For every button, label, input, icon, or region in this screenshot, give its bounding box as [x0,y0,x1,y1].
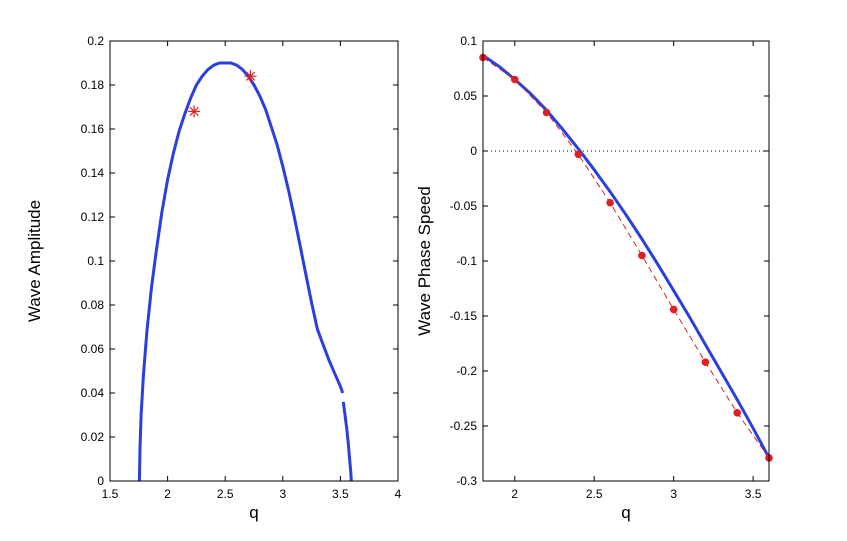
y-tick-label: 0.14 [81,166,105,180]
amplitude-series-layer [137,61,353,482]
x-tick-label: 2.5 [586,487,603,501]
x-tick-label: 1.5 [102,487,119,501]
x-tick-label: 3 [670,487,677,501]
dashed-series-line [482,57,770,459]
phase-speed-y-axis-label: Wave Phase Speed [415,186,434,336]
dot-marker [638,251,646,260]
phase-speed-series-layer [479,53,773,462]
amplitude-x-axis-label: q [249,503,258,522]
y-tick-label: 0.18 [81,78,105,92]
dot-marker [701,358,710,367]
x-tick-label: 2.5 [217,487,234,501]
y-tick-label: -0.3 [456,474,477,488]
star-marker [244,70,257,83]
dot-marker [606,198,614,207]
dot-marker [669,305,678,314]
y-tick-label: 0 [470,144,477,158]
amplitude-ticks-layer: 1.5 2 2.5 3 3.5 4 0 0.02 0.04 0.06 0.08 0.1 0.12 0.14… [81,34,402,501]
amplitude-y-axis-label: Wave Amplitude [25,200,44,322]
y-tick-label: 0.02 [81,430,105,444]
phase-speed-ticks-layer: 2 2.5 3 3.5 -0.3 -0.25 -0.2 -0.15 -0.1 -0.05 0 0.05… [450,34,769,501]
series-line-0 [137,61,345,482]
y-tick-label: -0.2 [456,364,477,378]
series-line-1 [341,401,353,482]
y-tick-label: 0.05 [454,89,478,103]
y-tick-label: 0.04 [81,386,105,400]
phase-speed-x-axis-label: q [621,503,630,522]
phase-speed-plot: 2 2.5 3 3.5 -0.3 -0.25 -0.2 -0.15 -0.1 -0.05 0 0.05… [415,34,773,522]
y-tick-label: 0.08 [81,298,105,312]
y-tick-label: -0.1 [456,254,477,268]
x-tick-label: 4 [395,487,402,501]
y-tick-label: 0 [97,474,104,488]
phase-speed-axes-box [482,40,770,482]
amplitude-plot: 1.5 2 2.5 3 3.5 4 0 0.02 0.04 0.06 0.08 0.1 0.12 0.14… [25,34,402,522]
y-tick-label: -0.15 [450,309,478,323]
y-tick-label: 0.12 [81,210,105,224]
x-tick-label: 3 [279,487,286,501]
y-tick-label: -0.25 [450,419,478,433]
y-tick-label: 0.2 [87,34,104,48]
star-marker [188,105,201,118]
y-tick-label: 0.16 [81,122,105,136]
dot-marker [574,150,583,159]
y-tick-label: 0.1 [460,34,477,48]
x-tick-label: 2 [511,487,518,501]
y-tick-label: 0.06 [81,342,105,356]
amplitude-axes-box [109,40,399,482]
y-tick-label: 0.1 [87,254,104,268]
x-tick-label: 3.5 [332,487,349,501]
x-tick-label: 3.5 [745,487,762,501]
series-line-0 [482,54,771,459]
y-tick-label: -0.05 [450,199,478,213]
dot-marker [510,75,519,84]
dot-marker [733,409,742,417]
dot-marker [542,108,551,117]
x-tick-label: 2 [164,487,171,501]
